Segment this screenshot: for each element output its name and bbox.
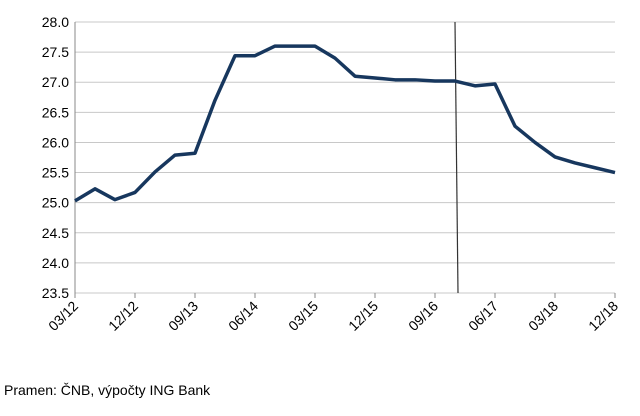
y-tick-label: 25.0 [42,195,69,211]
y-tick-label: 24.0 [42,255,69,271]
x-tick-label: 12/15 [345,298,381,334]
y-tick-label: 28.0 [42,14,69,30]
y-tick-label: 24.5 [42,225,69,241]
x-tick-label: 06/14 [225,298,261,334]
x-tick-label: 06/17 [465,298,501,334]
y-tick-label: 27.5 [42,44,69,60]
source: Pramen: ČNB, výpočty ING Bank [4,382,211,398]
x-tick-label: 03/18 [525,298,561,334]
x-tick-label: 12/18 [585,298,621,334]
x-tick-label: 03/15 [285,298,321,334]
x-tick-label: 12/12 [105,298,141,334]
y-tick-label: 26.0 [42,134,69,150]
x-tick-label: 03/12 [45,298,81,334]
y-tick-label: 23.5 [42,285,69,301]
x-tick-label: 09/13 [165,298,201,334]
y-tick-label: 26.5 [42,104,69,120]
y-tick-label: 27.0 [42,74,69,90]
x-tick-label: 09/16 [405,298,441,334]
divider-line [454,21,459,294]
y-tick-label: 25.5 [42,165,69,181]
data-line [74,44,616,203]
